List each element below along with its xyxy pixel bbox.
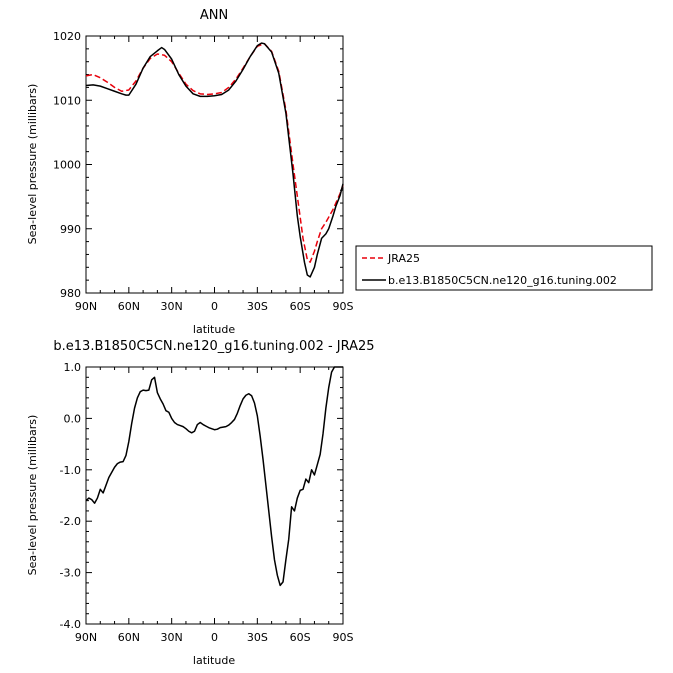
top-series-lines <box>85 42 344 278</box>
legend: JRA25 b.e13.B1850C5CN.ne120_g16.tuning.0… <box>355 245 653 291</box>
top-x-tick-label: 30N <box>161 300 183 313</box>
bottom-y-ticks: -4.0 -3.0 -2.0 -1.0 0.0 1.0 <box>60 361 343 631</box>
top-y-tick-label: 1000 <box>53 159 81 172</box>
bottom-x-tick-label: 60N <box>118 631 140 644</box>
bottom-x-tick-label: 60S <box>290 631 311 644</box>
top-y-axis-label: Sea-level pressure (millibars) <box>26 84 39 245</box>
bottom-x-tick-label: 30S <box>247 631 268 644</box>
top-x-tick-label: 60N <box>118 300 140 313</box>
top-y-tick-label: 990 <box>60 223 81 236</box>
top-y-ticks: 980 990 1000 1010 1020 <box>53 30 343 300</box>
legend-label-jra25: JRA25 <box>387 252 420 265</box>
bottom-y-tick-label: 0.0 <box>64 412 82 425</box>
top-x-axis-label: latitude <box>193 323 235 336</box>
top-x-tick-label: 90N <box>75 300 97 313</box>
top-series-line-1 <box>85 42 344 278</box>
bottom-x-tick-label: 0 <box>211 631 218 644</box>
bottom-x-ticks: 90N 60N 30N 0 30S 60S 90S <box>75 367 354 644</box>
bottom-series-line-0 <box>85 366 343 587</box>
top-x-tick-label: 60S <box>290 300 311 313</box>
bottom-plot-frame <box>85 366 344 625</box>
bottom-x-tick-label: 90N <box>75 631 97 644</box>
bottom-y-axis-label: Sea-level pressure (millibars) <box>26 415 39 576</box>
top-y-tick-label: 1010 <box>53 94 81 107</box>
bottom-x-tick-label: 30N <box>161 631 183 644</box>
top-x-tick-label: 30S <box>247 300 268 313</box>
top-series-line-0 <box>85 42 344 263</box>
bottom-y-tick-label: -2.0 <box>60 515 81 528</box>
legend-label-model: b.e13.B1850C5CN.ne120_g16.tuning.002 <box>388 274 617 287</box>
bottom-x-tick-label: 90S <box>333 631 354 644</box>
top-y-tick-label: 1020 <box>53 30 81 43</box>
bottom-y-tick-label: -3.0 <box>60 567 81 580</box>
bottom-x-axis-label: latitude <box>193 654 235 667</box>
legend-box <box>355 245 653 291</box>
bottom-y-tick-label: -4.0 <box>60 618 81 631</box>
bottom-series-lines <box>85 366 343 587</box>
top-x-ticks: 90N 60N 30N 0 30S 60S 90S <box>75 36 354 313</box>
top-y-tick-label: 980 <box>60 287 81 300</box>
bottom-panel: b.e13.B1850C5CN.ne120_g16.tuning.002 - J… <box>26 339 375 667</box>
top-plot-frame <box>85 35 344 294</box>
top-x-tick-label: 90S <box>333 300 354 313</box>
bottom-y-tick-label: 1.0 <box>64 361 82 374</box>
top-title: ANN <box>200 8 228 23</box>
bottom-title: b.e13.B1850C5CN.ne120_g16.tuning.002 - J… <box>53 339 374 354</box>
bottom-y-tick-label: -1.0 <box>60 464 81 477</box>
top-x-tick-label: 0 <box>211 300 218 313</box>
